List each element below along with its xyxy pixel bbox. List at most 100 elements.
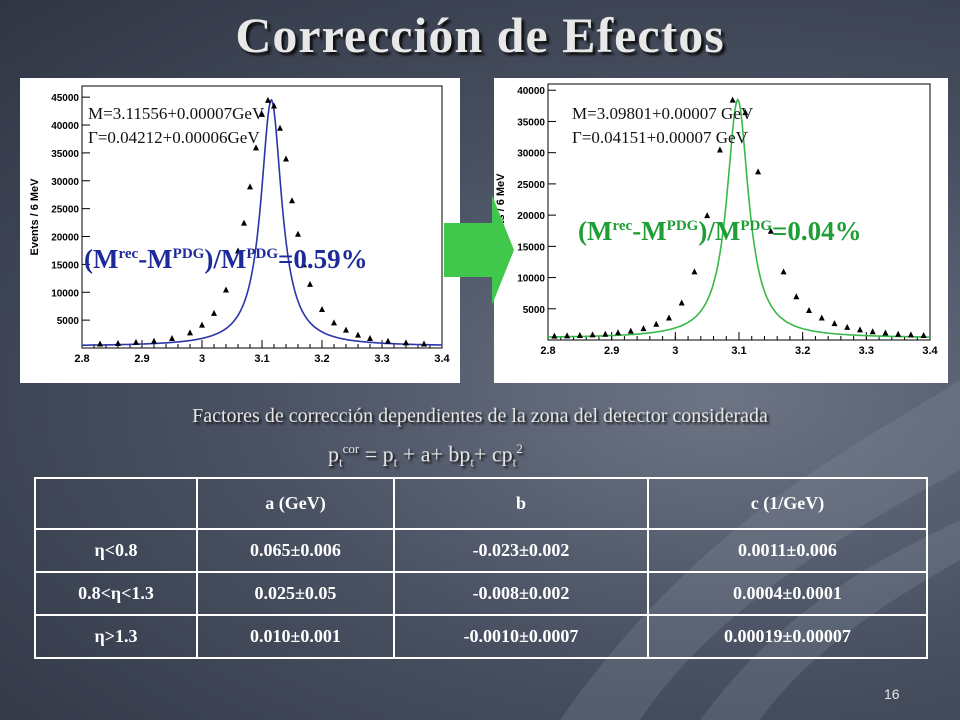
table-cell: 0.0004±0.0001 xyxy=(647,571,928,616)
data-point xyxy=(151,337,157,344)
x-tick-label: 2.8 xyxy=(540,345,555,357)
y-tick-label: 5000 xyxy=(523,305,546,316)
left-mass-shift: (Mrec-MPDG)/MPDG=0.59% xyxy=(84,244,368,274)
left-fit-width: Γ=0.04212+0.00006GeV xyxy=(88,126,264,150)
table-cell: -0.023±0.002 xyxy=(393,528,649,573)
data-point xyxy=(882,329,889,336)
slide-subtitle: Factores de corrección dependientes de l… xyxy=(192,405,768,427)
data-point xyxy=(355,331,361,338)
data-point xyxy=(253,144,259,151)
x-tick-label: 3.3 xyxy=(859,345,874,357)
data-point xyxy=(602,330,609,337)
data-point xyxy=(403,339,409,346)
table-cell: 0.8<η<1.3 xyxy=(34,571,198,616)
data-point xyxy=(615,329,622,336)
left-mass-plot: Events / 6 MeV 2.8 2.9 3 3.1 3.2 3.3 3.4 5000 100… xyxy=(29,85,451,365)
data-point xyxy=(818,314,825,321)
table-cell: 0.010±0.001 xyxy=(196,614,395,659)
data-point xyxy=(704,212,711,219)
correction-table: a (GeV) b c (1/GeV) η<0.8 0.065±0.006 -0… xyxy=(34,477,928,659)
data-point xyxy=(895,330,902,337)
data-point xyxy=(241,219,247,226)
data-point xyxy=(742,109,749,116)
data-point xyxy=(259,110,265,117)
x-tick-label: 3.4 xyxy=(434,353,450,365)
data-point xyxy=(767,227,774,234)
y-tick-label: 15000 xyxy=(517,242,545,253)
x-tick-label: 3.1 xyxy=(254,353,269,365)
x-tick-label: 3.4 xyxy=(922,345,938,357)
data-point xyxy=(235,247,241,254)
data-point xyxy=(920,332,927,339)
data-point xyxy=(319,305,325,312)
y-tick-label: 10000 xyxy=(51,288,79,299)
data-point xyxy=(678,299,685,306)
fit-curve xyxy=(82,98,442,346)
x-tick-label: 3.2 xyxy=(314,353,329,365)
y-tick-label: 40000 xyxy=(517,86,545,97)
y-tick-label: 15000 xyxy=(51,260,79,271)
data-point xyxy=(755,168,762,175)
correction-formula: ptcor = pt + a+ bpt+ cpt2 xyxy=(328,441,523,470)
y-tick-label: 20000 xyxy=(517,211,545,222)
table-header-row: a (GeV) b c (1/GeV) xyxy=(34,477,928,530)
left-fit-results: M=3.11556+0.00007GeV Γ=0.04212+0.00006Ge… xyxy=(88,102,264,150)
data-point xyxy=(793,293,800,300)
x-tick-label: 3.1 xyxy=(731,345,746,357)
y-tick-label: 45000 xyxy=(51,93,79,104)
data-point xyxy=(223,286,229,293)
data-point xyxy=(265,96,271,103)
data-point xyxy=(564,332,571,339)
page-number: 16 xyxy=(884,686,900,702)
x-tick-label: 3 xyxy=(672,345,678,357)
data-point xyxy=(856,326,863,333)
data-point xyxy=(716,146,723,153)
table-cell: η<0.8 xyxy=(34,528,198,573)
data-point xyxy=(831,320,838,327)
data-point xyxy=(653,320,660,327)
data-point xyxy=(627,327,634,334)
left-plot-panel: Events / 6 MeV 2.8 2.9 3 3.1 3.2 3.3 3.4 5000 100… xyxy=(20,78,460,383)
x-tick-label: 3.3 xyxy=(374,353,389,365)
data-point xyxy=(199,321,205,328)
table-header-cell: a (GeV) xyxy=(196,477,395,530)
data-point xyxy=(331,319,337,326)
y-tick-label: 25000 xyxy=(51,205,79,216)
data-point xyxy=(187,329,193,336)
data-point xyxy=(247,183,253,190)
data-point xyxy=(907,331,914,338)
table-row: η>1.3 0.010±0.001 -0.0010±0.0007 0.00019… xyxy=(34,614,928,659)
data-point xyxy=(691,268,698,275)
table-header-cell: b xyxy=(393,477,649,530)
table-row: η<0.8 0.065±0.006 -0.023±0.002 0.0011±0.… xyxy=(34,528,928,573)
table-cell: -0.0010±0.0007 xyxy=(393,614,649,659)
y-tick-label: 25000 xyxy=(517,180,545,191)
table-cell: 0.025±0.05 xyxy=(196,571,395,616)
data-point xyxy=(576,332,583,339)
data-point xyxy=(295,230,301,237)
right-fit-mass: M=3.09801+0.00007 GeV xyxy=(572,104,754,123)
data-point xyxy=(729,96,736,103)
data-point xyxy=(97,340,103,347)
arrow-right-icon xyxy=(444,195,514,305)
x-tick-label: 2.9 xyxy=(604,345,619,357)
data-point xyxy=(551,332,558,339)
data-point xyxy=(133,338,139,345)
left-fit-mass: M=3.11556+0.00007GeV xyxy=(88,104,265,123)
data-point xyxy=(367,334,373,341)
y-tick-label: 10000 xyxy=(517,274,545,285)
gamma-symbol: Γ xyxy=(572,128,582,147)
y-tick-label: 5000 xyxy=(57,316,80,327)
data-point xyxy=(169,334,175,341)
data-point xyxy=(301,261,307,268)
x-tick-label: 3 xyxy=(199,353,205,365)
data-point xyxy=(307,280,313,287)
y-tick-label: 35000 xyxy=(51,149,79,160)
data-point xyxy=(421,340,427,347)
y-tick-label: 20000 xyxy=(51,233,79,244)
right-mass-shift: (Mrec-MPDG)/MPDG=0.04% xyxy=(578,216,862,246)
table-cell: η>1.3 xyxy=(34,614,198,659)
slide-title: Corrección de Efectos xyxy=(235,7,725,63)
table-row: 0.8<η<1.3 0.025±0.05 -0.008±0.002 0.0004… xyxy=(34,571,928,616)
